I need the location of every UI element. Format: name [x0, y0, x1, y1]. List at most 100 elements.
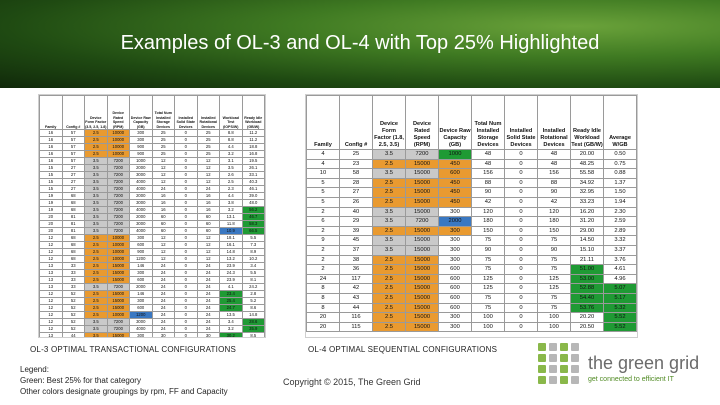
ol3-table-cell: 0 [174, 248, 198, 256]
ol3-table-cell: 24 [151, 262, 175, 270]
ol4-table-cell: 75 [471, 292, 505, 304]
ol3-table-cell: 15000 [106, 332, 130, 337]
ol3-table-row: 16 57 3.5 7200 1000 12 0 12 3.1 19.5 [39, 157, 265, 165]
ol3-table-cell: 5.5 [241, 234, 265, 242]
ol3-table-row: 20 81 3.5 7200 4000 60 0 60 10.9 66.5 [39, 227, 265, 235]
ol3-table-cell: 25 [151, 143, 175, 151]
ol3-table-cell: 8.9 [241, 248, 265, 256]
ol4-table-cell: 1.37 [603, 177, 637, 189]
ol3-table-cell: 0 [174, 185, 198, 193]
ol3-table-cell: 7200 [106, 325, 130, 333]
ol4-table-cell: 29 [339, 216, 373, 227]
ol3-table-cell: 3.5 [84, 199, 108, 207]
ol3-table-cell: 8.8 [219, 136, 243, 144]
ol4-table-row: 5 28 2.5 15000 450 88 0 88 34.92 1.37 [306, 177, 637, 189]
ol3-table-cell: 2.5 [84, 143, 108, 151]
title-band [0, 0, 720, 88]
ol3-table-cell: 30.2 [219, 332, 243, 337]
ol3-table-cell: 4000 [129, 227, 153, 235]
ol3-table-cell: 12 [39, 297, 63, 305]
ol3-table-cell: 25 [151, 136, 175, 144]
ol3-table-cell: 900 [129, 150, 153, 158]
ol4-table-cell: 53.76 [570, 302, 604, 314]
ol4-caption: OL-4 OPTIMAL SEQUENTIAL CONFIGURATIONS [308, 345, 498, 354]
ol4-table-cell: 0 [504, 225, 538, 237]
ol4-table-cell: 20.50 [570, 321, 604, 333]
ol4-table-cell: 0 [504, 244, 538, 256]
ol3-table-image: Family Config # Device Form Factor (3.5, 2… [38, 94, 266, 338]
ol4-table-cell: 48 [471, 149, 505, 160]
ol3-table-cell: 23.4 [219, 290, 243, 298]
ol4-table-cell: 33.23 [570, 196, 604, 208]
ol4-table-cell: 4.96 [603, 273, 637, 285]
ol3-table-cell: 0 [174, 213, 198, 221]
ol4-table-cell: 0 [504, 321, 538, 333]
logo-dot [560, 376, 568, 384]
ol3-table-cell: 24 [151, 318, 175, 326]
ol3-table-cell: 27 [61, 178, 85, 186]
ol3-table-cell: 7200 [106, 164, 130, 172]
ol3-table-cell: 3000 [129, 318, 153, 326]
ol4-table-cell: 2 [306, 264, 340, 275]
ol4-table-cell: 15000 [405, 235, 439, 246]
ol3-table-cell: 14.8 [241, 311, 265, 319]
ol3-header-cell: Installed Solid State Devices [174, 95, 198, 130]
ol3-table-row: 12 52 3.5 7200 4000 24 0 24 3.2 35.9 [39, 325, 265, 333]
ol3-table-cell: 0 [174, 136, 198, 144]
ol3-table-cell: 11.8 [219, 220, 243, 228]
ol4-table-cell: 28 [339, 177, 373, 189]
ol4-table-row: 5 26 2.5 15000 450 42 0 42 33.23 1.94 [306, 196, 637, 208]
ol3-table-cell: 40.3 [241, 178, 265, 186]
ol3-table-row: 19 68 3.5 7200 2000 16 0 16 4.4 39.0 [39, 192, 265, 200]
ol4-table-cell: 2.5 [372, 312, 406, 323]
ol3-table-cell: 7200 [106, 199, 130, 207]
ol4-table-cell: 42 [537, 196, 571, 208]
ol3-table-cell: 12 [151, 255, 175, 263]
ol3-table-cell: 24.3 [219, 269, 243, 277]
ol4-header-cell: Family [306, 95, 340, 150]
ol4-table-cell: 125 [471, 273, 505, 285]
ol3-table-cell: 10000 [106, 241, 130, 249]
ol4-table-cell: 2.5 [372, 225, 406, 237]
ol4-table-cell: 0.88 [603, 168, 637, 179]
ol4-table-cell: 42 [339, 283, 373, 294]
ol4-table-cell: 5 [306, 187, 340, 198]
ol4-table-cell: 25 [339, 149, 373, 160]
ol3-table-cell: 4.4 [219, 192, 243, 200]
ol3-table-cell: 52 [61, 318, 85, 326]
ol3-table-cell: 3.5 [84, 227, 108, 235]
ol3-table-row: 16 57 2.5 10000 300 25 0 25 8.8 11.2 [39, 136, 265, 144]
ol3-table-cell: 7200 [106, 220, 130, 228]
ol3-table-cell: 52 [61, 304, 85, 312]
ol3-table-cell: 300 [129, 234, 153, 242]
ol4-header-cell: Config # [339, 95, 373, 150]
ol4-table-cell: 600 [438, 283, 472, 294]
ol3-table-cell: 0 [174, 171, 198, 179]
ol4-header-cell: Ready Idle Workload Test (GB/W) [570, 95, 604, 150]
logo-dot [571, 365, 579, 373]
ol4-table-body: 4 25 3.5 7200 1000 48 0 48 20.00 0.50 4 23 2.5 15000 4… [306, 149, 637, 333]
ol3-table-cell: 33 [61, 283, 85, 291]
ol4-table-row: 2 40 3.5 15000 300 120 0 120 16.20 2.30 [306, 206, 637, 218]
ol4-table-cell: 75 [471, 254, 505, 266]
ol3-table-cell: 7200 [106, 227, 130, 235]
ol3-header-cell: Device Rated Speed (RPM) [106, 95, 130, 130]
ol3-table-cell: 68 [61, 234, 85, 242]
ol4-table-cell: 75 [471, 302, 505, 314]
ol3-table-cell: 12 [151, 171, 175, 179]
ol3-table-cell: 12 [196, 178, 220, 186]
ol3-table-cell: 2.5 [84, 276, 108, 284]
ol3-table-cell: 2.5 [84, 269, 108, 277]
ol4-table-cell: 2000 [438, 216, 472, 227]
ol3-table-cell: 3.5 [84, 283, 108, 291]
ol3-table-row: 19 68 3.5 7200 4000 16 0 16 3.2 56.2 [39, 206, 265, 214]
ol4-table-cell: 88 [471, 177, 505, 189]
ol4-table-cell: 0 [504, 196, 538, 208]
ol3-table-cell: 81 [61, 220, 85, 228]
ol4-table-cell: 15000 [405, 302, 439, 314]
ol3-table-cell: 0 [174, 269, 198, 277]
ol3-table-row: 12 52 2.5 15000 300 24 0 24 25.4 5.2 [39, 297, 265, 305]
ol3-table-cell: 52 [61, 325, 85, 333]
ol4-table-cell: 0.50 [603, 149, 637, 160]
ol4-table-cell: 5.07 [603, 283, 637, 294]
